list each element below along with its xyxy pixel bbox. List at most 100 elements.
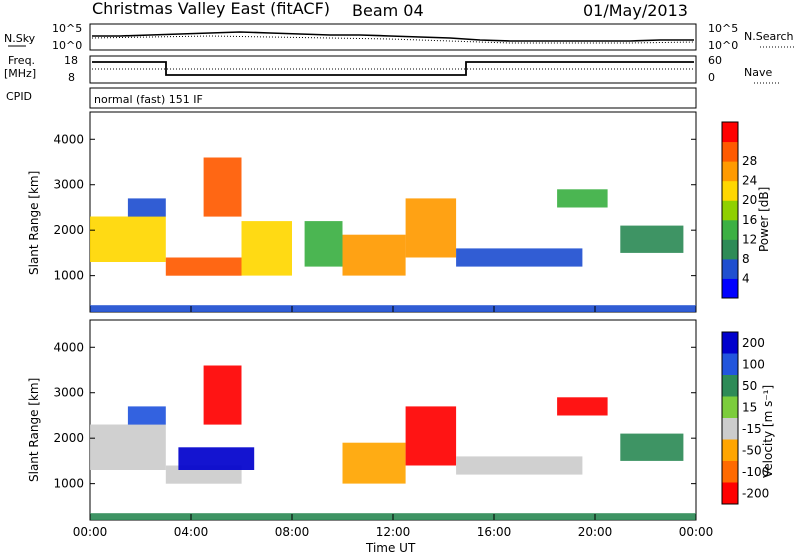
power-colorbar-cell-1 [722,258,738,279]
power-ytick-label-2: 3000 [53,178,84,192]
power-colorbar-cell-8 [722,122,738,143]
velocity-colorbar-cell-5 [722,439,738,462]
noise-left-top-tick: 10^5 [52,22,82,35]
velocity-colorbar-tick-6: -100 [742,465,769,479]
cpid-label: CPID [6,90,32,103]
xtick-label-2: 08:00 [275,525,310,539]
power-colorbar-cell-7 [722,141,738,162]
velocity-region-8 [557,397,608,416]
velocity-region-3 [178,447,255,470]
velocity-panel: 1000 2000 3000 4000 [53,319,697,521]
velocity-colorbar-tick-3: 15 [742,400,757,414]
velocity-colorbar-tick-5: -50 [742,443,762,457]
velocity-ylabel: Slant Range [km] [27,378,41,482]
power-colorbar-tick-2: 12 [742,232,757,246]
date-label: 01/May/2013 [583,1,688,20]
velocity-colorbar-cell-7 [722,482,738,505]
xtick-label-0: 00:00 [73,525,108,539]
power-colorbar-cell-6 [722,161,738,182]
station-title: Christmas Valley East (fitACF) [92,0,330,18]
power-colorbar: 4 8 12 16 20 24 28 [721,121,757,299]
velocity-colorbar-tick-4: -15 [742,422,762,436]
velocity-colorbar-cell-6 [722,461,738,483]
power-ylabel: Slant Range [km] [27,171,41,275]
power-colorbar-cell-2 [722,239,738,260]
velocity-ytick-label-1: 2000 [53,431,84,445]
velocity-ytick-label-2: 3000 [53,386,84,400]
power-panel-frame [89,111,697,313]
beam-label: Beam 04 [352,1,424,20]
noise-right-bottom-tick: 10^0 [708,39,738,52]
velocity-region-1 [127,406,166,425]
power-region-2 [165,257,242,276]
power-colorbar-tick-5: 24 [742,174,757,188]
velocity-region-6 [405,406,457,466]
power-region-5 [304,221,343,267]
cpid-panel [89,87,697,109]
power-colorbar-cell-5 [722,180,738,201]
power-colorbar-tick-4: 20 [742,193,757,207]
power-colorbar-tick-1: 8 [742,252,750,266]
velocity-colorbar-cell-4 [722,418,738,440]
velocity-colorbar-label: Velocity [m s⁻¹] [761,385,775,478]
xtick-label-4: 16:00 [477,525,512,539]
nave-label: Nave [744,66,772,79]
cpid-mode: normal (fast) 151 IF [94,93,203,106]
xtick-label-6: 00:00 [679,525,714,539]
power-region-4 [241,221,292,276]
power-colorbar-cell-0 [722,278,738,299]
velocity-panel-frame [89,319,697,521]
freq-left-top-tick: 18 [64,54,78,67]
velocity-colorbar-tick-2: 50 [742,379,757,393]
power-region-9 [557,189,608,208]
velocity-region-5 [342,442,406,484]
nsearch-trace [91,35,695,44]
power-region-1 [127,198,166,217]
velocity-colorbar-tick-1: 100 [742,357,765,371]
velocity-ytick-label-0: 1000 [53,477,84,491]
velocity-region-7 [456,456,583,475]
power-marks [90,157,696,312]
power-colorbar-tick-0: 4 [742,271,750,285]
velocity-colorbar-tick-7: -200 [742,486,769,500]
power-region-7 [405,198,457,258]
nsky-trace [92,31,694,42]
power-colorbar-cell-4 [722,200,738,221]
power-panel: 1000 2000 3000 4000 [53,111,697,313]
power-ytick-label-3: 4000 [53,132,84,146]
velocity-colorbar-frame [721,331,739,505]
freq-label: Freq. [8,54,35,67]
noise-right-top-tick: 10^5 [708,22,738,35]
power-yticks: 1000 2000 3000 4000 [53,132,696,283]
power-ytick-label-1: 2000 [53,223,84,237]
freq-right-bottom-tick: 0 [708,71,715,84]
xtick-label-3: 12:00 [376,525,411,539]
freq-panel [89,55,697,84]
xtick-label-1: 04:00 [174,525,209,539]
velocity-ytick-label-3: 4000 [53,340,84,354]
freq-right-top-tick: 60 [708,54,722,67]
nsearch-label: N.Search [744,30,794,43]
power-region-8 [456,248,583,267]
power-colorbar-label: Power [dB] [757,187,771,252]
power-region-6 [342,234,406,276]
x-axis-ticks: 00:00 04:00 08:00 12:00 16:00 20:00 00:00 [73,306,714,539]
power-region-10 [620,225,684,253]
velocity-colorbar: 200 100 50 15 -15 -50 -100 -200 [721,331,769,505]
velocity-region-0 [90,424,166,470]
power-colorbar-cell-3 [722,219,738,240]
noise-left-bottom-tick: 10^0 [52,39,82,52]
power-colorbar-frame [721,121,739,299]
velocity-colorbar-cell-3 [722,396,738,419]
velocity-region-9 [620,433,684,461]
power-region-0 [90,216,166,262]
velocity-region-4 [203,365,242,425]
velocity-colorbar-cell-0 [722,332,738,354]
power-colorbar-tick-6: 28 [742,154,757,168]
power-ytick-label-0: 1000 [53,269,84,283]
xtick-label-5: 20:00 [578,525,613,539]
velocity-region-2 [165,465,242,484]
x-axis-label: Time UT [365,541,416,554]
